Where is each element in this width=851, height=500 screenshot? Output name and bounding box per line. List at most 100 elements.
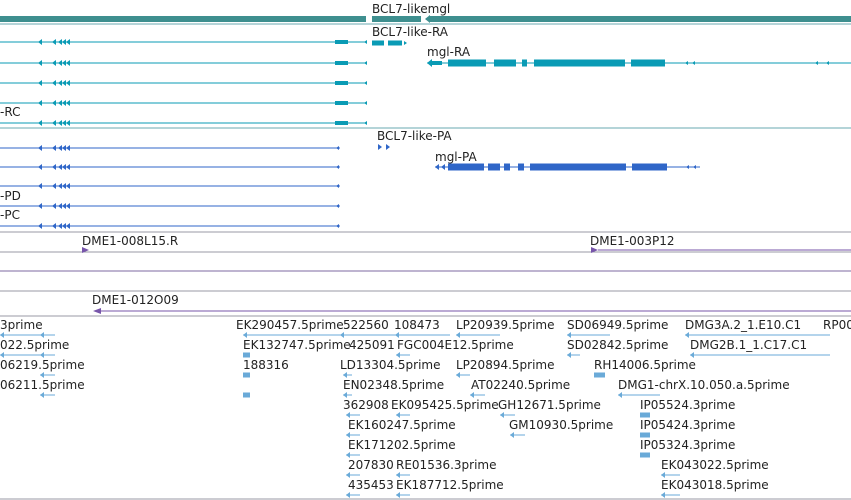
est-line-end bbox=[661, 492, 665, 498]
protein-exon bbox=[66, 203, 70, 209]
clone-label-dme1-003p12[interactable]: DME1-003P12 bbox=[590, 234, 675, 248]
est-end bbox=[40, 332, 44, 338]
est-label[interactable]: SD02842.5prime bbox=[567, 338, 669, 352]
est-line-end bbox=[0, 352, 4, 358]
est-label[interactable]: 522560 bbox=[343, 318, 389, 332]
est-line-end bbox=[510, 432, 514, 438]
est-label[interactable]: EK043018.5prime bbox=[661, 478, 769, 492]
transcript-rna-line-exon bbox=[335, 81, 348, 85]
transcript-rna-line-exon bbox=[52, 39, 56, 45]
est-line-end bbox=[396, 472, 400, 478]
est-line-end bbox=[343, 372, 347, 378]
est-label[interactable]: RE01536.3prime bbox=[396, 458, 497, 472]
transcript-label-bcl7-like-ra[interactable]: BCL7-like-RA bbox=[372, 25, 449, 39]
protein-exon bbox=[58, 145, 62, 151]
exon bbox=[427, 59, 432, 67]
transcript-rna-line-exon bbox=[62, 39, 66, 45]
transcript-rna-line-exon bbox=[364, 40, 367, 44]
est-block bbox=[243, 372, 250, 378]
est-label[interactable]: RP00 bbox=[823, 318, 851, 332]
transcript-rna-line-exon bbox=[62, 100, 66, 106]
protein-exon bbox=[336, 224, 339, 228]
transcript-rna-line-exon bbox=[66, 60, 70, 66]
protein-exon bbox=[52, 164, 56, 170]
est-label[interactable]: EK043022.5prime bbox=[661, 458, 769, 472]
est-label[interactable]: IP05324.3prime bbox=[640, 438, 736, 452]
gene-bar-mgl bbox=[429, 16, 851, 22]
est-block bbox=[640, 412, 650, 418]
est-label[interactable]: EK132747.5prime bbox=[243, 338, 351, 352]
est-label[interactable]: 06219.5prime bbox=[0, 358, 85, 372]
est-label[interactable]: EK171202.5prime bbox=[348, 438, 456, 452]
est-label[interactable]: GH12671.5prime bbox=[498, 398, 601, 412]
transcript-rna-line-exon bbox=[364, 81, 367, 85]
est-line-end bbox=[500, 412, 504, 418]
transcript-label-bcl7-like-pa[interactable]: BCL7-like-PA bbox=[377, 129, 452, 143]
est-label[interactable]: DMG2B.1_1.C17.C1 bbox=[690, 338, 808, 352]
protein-exon bbox=[38, 164, 42, 170]
est-label[interactable]: 3prime bbox=[0, 318, 43, 332]
est-label[interactable]: DMG1-chrX.10.050.a.5prime bbox=[618, 378, 790, 392]
exon bbox=[441, 164, 445, 170]
est-block bbox=[640, 452, 650, 458]
est-label[interactable]: RH14006.5prime bbox=[594, 358, 696, 372]
transcript-rna-line-exon bbox=[58, 100, 62, 106]
transcript-label-mgl-ra[interactable]: mgl-RA bbox=[427, 45, 471, 59]
est-label[interactable]: 435453 bbox=[348, 478, 394, 492]
exon bbox=[504, 163, 510, 171]
protein-exon bbox=[52, 223, 56, 229]
est-label[interactable]: LP20894.5prime bbox=[456, 358, 555, 372]
transcript-label-mgl-pa[interactable]: mgl-PA bbox=[435, 150, 477, 164]
transcript-rna-line-exon bbox=[364, 61, 367, 65]
est-label[interactable]: EK290457.5prime bbox=[236, 318, 344, 332]
est-label[interactable]: DMG3A.2_1.E10.C1 bbox=[685, 318, 802, 332]
est-line-end bbox=[567, 352, 571, 358]
transcript-rna-line-exon bbox=[364, 101, 367, 105]
transcript-rna-line-exon bbox=[364, 121, 367, 125]
est-label[interactable]: 188316 bbox=[243, 358, 289, 372]
est-label[interactable]: EN02348.5prime bbox=[343, 378, 445, 392]
clone-marker bbox=[591, 247, 598, 253]
est-block bbox=[243, 352, 250, 358]
est-label[interactable]: LD13304.5prime bbox=[340, 358, 441, 372]
est-label[interactable]: IP05424.3prime bbox=[640, 418, 736, 432]
transcript-rna-line-exon bbox=[335, 61, 348, 65]
transcript-label-pd[interactable]: -PD bbox=[0, 189, 21, 203]
transcript-label-pc[interactable]: -PC bbox=[0, 208, 20, 222]
est-label[interactable]: AT02240.5prime bbox=[471, 378, 571, 392]
est-label[interactable]: EK160247.5prime bbox=[348, 418, 456, 432]
strand-arrow bbox=[404, 41, 407, 45]
gene-bar-bcl7-like bbox=[0, 16, 366, 22]
est-label[interactable]: EK095425.5prime bbox=[391, 398, 499, 412]
est-line-end bbox=[396, 352, 400, 358]
exon bbox=[435, 164, 439, 170]
est-line-end bbox=[456, 332, 460, 338]
est-label[interactable]: 207830 bbox=[348, 458, 394, 472]
est-line-end bbox=[685, 332, 689, 338]
est-label[interactable]: 425091 bbox=[349, 338, 395, 352]
est-label[interactable]: FGC004E12.5prime bbox=[397, 338, 514, 352]
clone-label-dme1-012o09[interactable]: DME1-012O09 bbox=[92, 293, 179, 307]
est-line-end bbox=[346, 412, 350, 418]
est-label[interactable]: LP20939.5prime bbox=[456, 318, 555, 332]
protein-exon bbox=[58, 164, 62, 170]
protein-exon bbox=[66, 164, 70, 170]
exon bbox=[826, 61, 829, 65]
est-label[interactable]: EK187712.5prime bbox=[396, 478, 504, 492]
clone-marker bbox=[93, 308, 101, 314]
est-end bbox=[40, 352, 44, 358]
transcript-label-rc[interactable]: -RC bbox=[0, 105, 21, 119]
est-label[interactable]: 06211.5prime bbox=[0, 378, 85, 392]
est-label[interactable]: GM10930.5prime bbox=[509, 418, 614, 432]
est-label[interactable]: 362908 bbox=[343, 398, 389, 412]
est-label[interactable]: SD06949.5prime bbox=[567, 318, 669, 332]
est-label[interactable]: 022.5prime bbox=[0, 338, 70, 352]
est-label[interactable]: IP05524.3prime bbox=[640, 398, 736, 412]
gene-label-bcl7-likemgl[interactable]: BCL7-likemgl bbox=[372, 2, 451, 16]
protein-exon bbox=[66, 223, 70, 229]
clone-label-dme1-008l15[interactable]: DME1-008L15.R bbox=[82, 234, 179, 248]
est-label[interactable]: 108473 bbox=[394, 318, 440, 332]
exon bbox=[488, 163, 500, 171]
transcript-rna-line-exon bbox=[38, 60, 42, 66]
